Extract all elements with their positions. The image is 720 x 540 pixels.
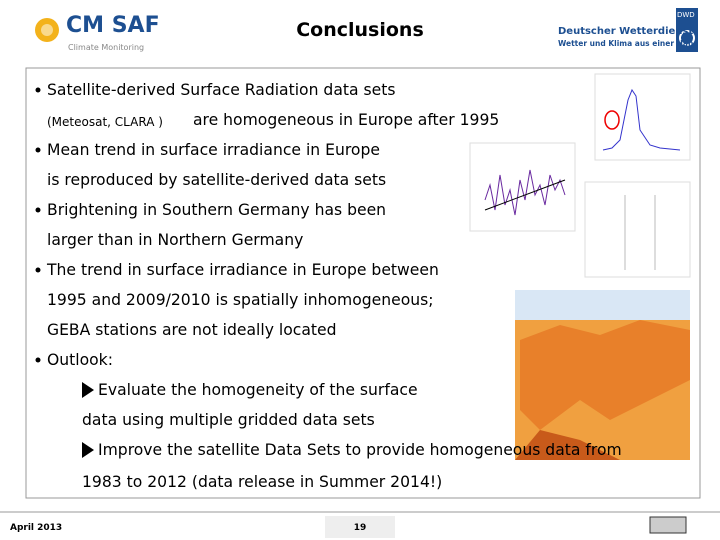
logo-text: CM SAF <box>66 13 160 38</box>
arrow-marks <box>82 382 94 458</box>
logo-sun-core <box>41 24 53 36</box>
bullet-note: (Meteosat, CLARA ) <box>47 115 163 129</box>
bullet-text: Mean trend in surface irradiance in Euro… <box>47 141 380 159</box>
content-frame <box>25 67 701 499</box>
bullet-marks <box>35 87 41 363</box>
org-name: Deutscher Wetterdienst <box>558 26 694 37</box>
bullet-text: The trend in surface irradiance in Europ… <box>47 261 439 279</box>
spike-chart <box>594 73 691 161</box>
timeseries-chart <box>469 142 576 232</box>
table-chart <box>584 181 691 278</box>
subpoint-text: Improve the satellite Data Sets to provi… <box>98 441 622 459</box>
dwd-swirl <box>679 30 695 46</box>
bullet-text: are homogeneous in Europe after 1995 <box>193 111 500 129</box>
org-tagline: Wetter und Klima aus einer Hand <box>558 39 699 48</box>
page-box <box>325 516 395 538</box>
bullet-text: Brightening in Southern Germany has been <box>47 201 387 219</box>
cc-badge <box>649 516 687 534</box>
subpoint-text: data using multiple gridded data sets <box>82 411 375 429</box>
footer-date: April 2013 <box>10 523 63 533</box>
subpoint-text: Evaluate the homogeneity of the surface <box>98 381 418 399</box>
bullet-text: larger than in Northern Germany <box>47 231 304 249</box>
logo-subtitle: Climate Monitoring <box>68 43 145 52</box>
bullet-text: GEBA stations are not ideally located <box>47 321 337 339</box>
bullet-text: 1995 and 2009/2010 is spatially inhomoge… <box>47 291 434 309</box>
org-badge: DWD <box>677 11 695 19</box>
page-number: 19 <box>353 523 367 533</box>
subpoint-text: 1983 to 2012 (data release in Summer 201… <box>82 473 443 491</box>
slide-title: Conclusions <box>296 19 424 41</box>
bullet-text: is reproduced by satellite-derived data … <box>47 171 387 189</box>
bullet-text: Outlook: <box>47 351 113 369</box>
bullet-text: Satellite-derived Surface Radiation data… <box>47 81 396 99</box>
europe-map <box>515 290 690 460</box>
